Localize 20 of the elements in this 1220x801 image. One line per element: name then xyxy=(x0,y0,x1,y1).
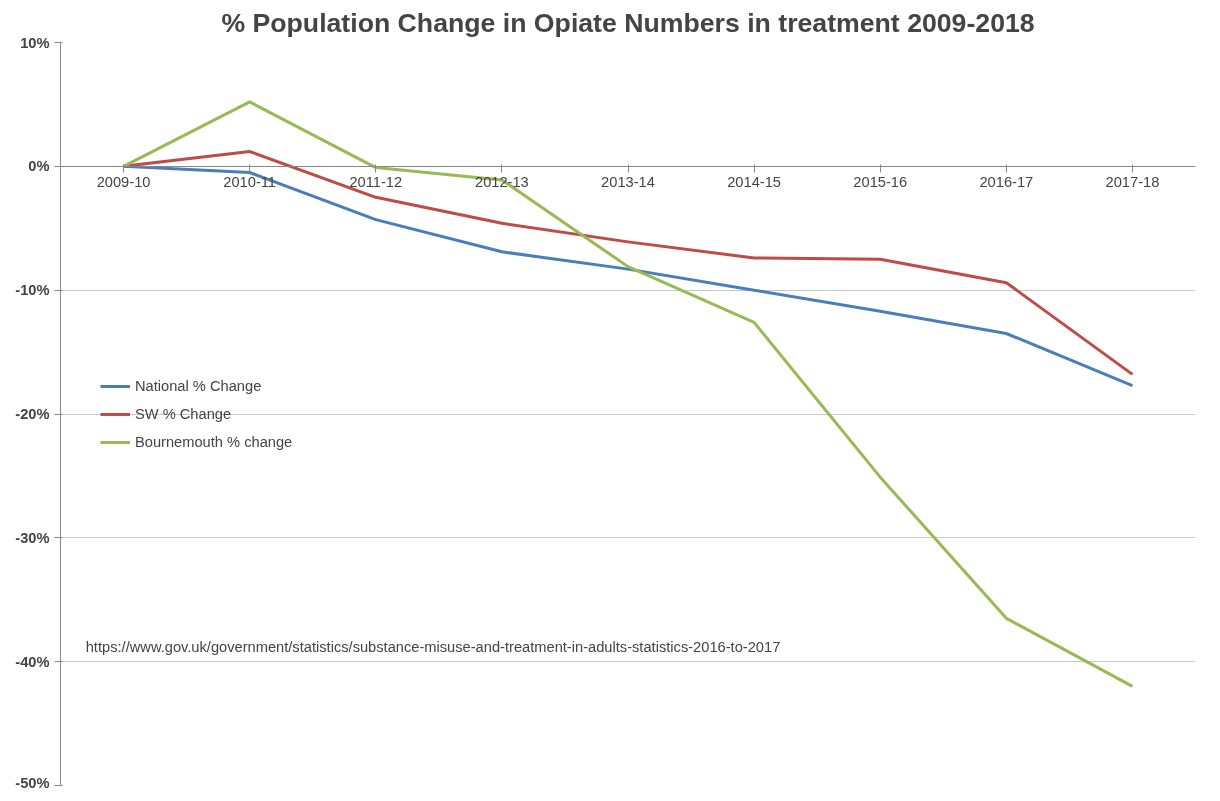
y-tick-label: -40% xyxy=(15,653,50,670)
x-tick-label: 2017-18 xyxy=(1105,174,1160,191)
y-tick-label: 0% xyxy=(28,158,50,175)
y-tick-label: -50% xyxy=(15,774,50,791)
x-tick-label: 2013-14 xyxy=(601,174,655,191)
legend-label: SW % Change xyxy=(135,405,232,422)
annotation: https://www.gov.uk/government/statistics/substance-misuse-and-treatment-in-adults-statistics-2016-to-2017 xyxy=(85,639,781,656)
legend-label: Bournemouth % change xyxy=(135,433,293,450)
legend-label: National % Change xyxy=(135,377,262,394)
y-tick-label: -20% xyxy=(15,406,50,422)
chart-title: % Population Change in Opiate Numbers in treatment 2009-2018 xyxy=(221,7,1035,38)
x-tick-label: 2016-17 xyxy=(979,174,1034,191)
x-tick-label: 2011-12 xyxy=(349,174,403,191)
x-tick-label: 2009-10 xyxy=(96,174,151,191)
x-tick-label: 2015-16 xyxy=(853,174,908,191)
y-tick-label: -30% xyxy=(15,529,50,546)
x-tick-label: 2010-11 xyxy=(223,174,277,191)
x-tick-label: 2014-15 xyxy=(727,174,782,191)
y-tick-label: 10% xyxy=(20,34,50,51)
y-tick-label: -10% xyxy=(15,282,50,299)
